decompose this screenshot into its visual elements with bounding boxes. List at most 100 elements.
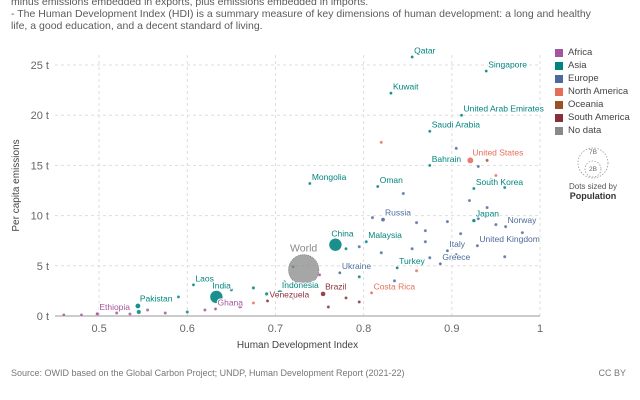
scatter-point (520, 230, 525, 235)
scatter-point (203, 308, 207, 312)
subtitle-line: minus emissions embedded in exports, plu… (11, 0, 369, 8)
chart-subtitle: minus emissions embedded in exports, plu… (11, 0, 611, 32)
y-tick-label: 15 t (31, 160, 49, 172)
x-axis-title: Human Development Index (237, 340, 358, 351)
scatter-point (502, 255, 507, 259)
scatter-point (467, 157, 474, 164)
scatter-point (423, 239, 428, 244)
scatter-point (458, 231, 463, 236)
scatter-point (485, 205, 489, 210)
license-link[interactable]: CC BY (598, 368, 626, 378)
subtitle-line: - The Human Development Index (HDI) is a… (11, 8, 591, 20)
scatter-point (380, 217, 386, 222)
scatter-point (114, 311, 119, 315)
scatter-point (265, 299, 270, 303)
data-label: World (290, 243, 317, 255)
scatter-point (291, 296, 295, 300)
scatter-point (357, 300, 361, 304)
scatter-point (357, 275, 361, 279)
region-legend: Africa Asia Europe North America Oceania Sout… (555, 46, 630, 137)
data-label: Costa Rica (374, 281, 416, 291)
scatter-point (364, 239, 369, 244)
scatter-point (428, 256, 432, 260)
scatter-point (502, 185, 507, 190)
scatter-point (445, 248, 450, 253)
scatter-point (338, 271, 342, 275)
scatter-point (489, 177, 494, 182)
legend-swatch (555, 61, 563, 70)
data-label: Ethiopia (99, 302, 130, 312)
x-tick-label: 0.9 (444, 323, 459, 335)
scatter-point (185, 310, 190, 314)
scatter-point (471, 218, 476, 223)
scatter-point (475, 243, 480, 248)
scatter-point (145, 308, 150, 312)
legend-item[interactable]: North America (555, 85, 630, 98)
legend-item[interactable]: Oceania (555, 98, 630, 111)
scatter-point (229, 288, 234, 292)
scatter-point (357, 244, 361, 249)
scatter-point (176, 295, 181, 299)
scatter-point (163, 311, 167, 315)
x-tick-label: 0.7 (268, 323, 283, 335)
legend-item[interactable]: Europe (555, 72, 630, 85)
scatter-point (344, 246, 348, 251)
scatter-point (369, 291, 374, 295)
scatter-point (427, 163, 432, 168)
scatter-point (401, 191, 406, 196)
data-label: India (212, 281, 231, 291)
scatter-point (389, 91, 393, 95)
legend-label: Asia (568, 60, 587, 71)
scatter-point (503, 224, 508, 229)
size-legend-circles: 7B 2B (577, 147, 609, 179)
scatter-point (414, 220, 419, 225)
y-axis-title: Per capita emissions (11, 139, 22, 231)
size-legend-small: 2B (589, 166, 597, 173)
scatter-point (288, 254, 320, 286)
scatter-point (459, 113, 464, 118)
x-tick-label: 1 (537, 323, 543, 335)
data-label: Pakistan (140, 293, 173, 303)
scatter-point (95, 311, 100, 317)
legend-item[interactable]: No data (555, 124, 630, 137)
size-legend-variable[interactable]: Population (569, 191, 617, 201)
scatter-point (213, 307, 218, 311)
scatter-point (379, 251, 384, 255)
y-tick-label: 5 t (37, 261, 49, 273)
x-tick-label: 0.5 (91, 323, 106, 335)
legend-item[interactable]: Africa (555, 46, 630, 59)
data-label: Ghana (217, 297, 243, 307)
legend-swatch (555, 100, 563, 109)
data-label: South Korea (476, 177, 524, 187)
scatter-point (237, 303, 243, 309)
legend-swatch (555, 48, 563, 57)
scatter-point (326, 305, 331, 309)
x-tick-label: 0.8 (356, 323, 371, 335)
scatter-point (476, 164, 481, 169)
scatter-point (264, 291, 269, 296)
scatter-point (317, 273, 322, 277)
data-label: Kuwait (393, 82, 419, 92)
legend-swatch (555, 87, 563, 96)
data-label: United Kingdom (479, 234, 539, 244)
data-label: Norway (508, 215, 538, 225)
scatter-point (308, 283, 313, 288)
data-label: Ukraine (342, 261, 372, 271)
scatter-point (370, 215, 375, 220)
y-tick-label: 25 t (31, 60, 49, 72)
scatter-point (454, 146, 458, 151)
data-label: Japan (476, 209, 499, 219)
y-tick-label: 20 t (31, 110, 49, 122)
legend-label: No data (568, 125, 602, 136)
scatter-point (375, 184, 380, 189)
scatter-point (485, 158, 489, 163)
data-label: Bahrain (432, 154, 462, 164)
data-label: Italy (449, 239, 465, 249)
scatter-point (445, 219, 450, 224)
legend-item[interactable]: Asia (555, 59, 630, 72)
scatter-point (128, 312, 132, 316)
legend-item[interactable]: South America (555, 111, 630, 124)
scatter-point (308, 181, 312, 186)
scatter-point (397, 235, 401, 240)
